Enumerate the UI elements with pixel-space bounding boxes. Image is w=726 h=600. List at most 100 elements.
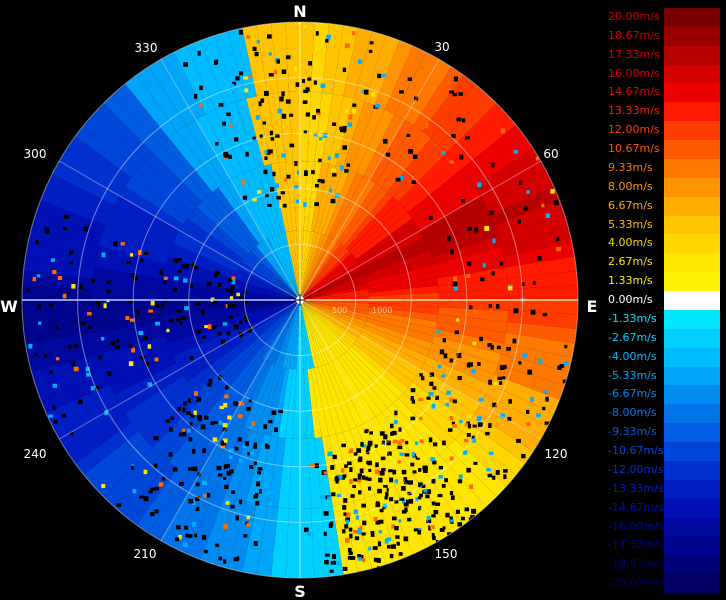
legend-entry: 0.00m/s (604, 291, 720, 310)
legend-entry-swatch (664, 423, 720, 443)
legend-entry-label: -1.33m/s (608, 311, 657, 325)
legend-entry: 6.67m/s (604, 196, 720, 216)
legend-entry-swatch (664, 253, 720, 273)
legend-entry: -4.00m/s (604, 347, 720, 367)
legend-entry-label: -9.33m/s (608, 425, 657, 439)
legend-entry-label: -10.67m/s (608, 444, 664, 458)
legend-entry-label: -12.00m/s (608, 462, 664, 476)
legend-entry-swatch (664, 26, 720, 46)
legend-entry: -5.33m/s (604, 366, 720, 386)
legend-entry-swatch (664, 45, 720, 65)
legend-entry: 8.00m/s (604, 177, 720, 197)
compass-south-label: S (294, 582, 306, 600)
legend-entry: 12.00m/s (604, 121, 720, 141)
compass-west-label: W (0, 297, 18, 316)
legend-entry-swatch (664, 83, 720, 103)
velocity-color-legend: 20.00m/s 18.67m/s 17.33m/s 16.00m/s 14.67m/s… (604, 8, 720, 593)
legend-entry: -10.67m/s (604, 442, 720, 461)
legend-entry: 13.33m/s (604, 102, 720, 122)
legend-entry-swatch (664, 102, 720, 122)
legend-entry: 14.67m/s (604, 83, 720, 103)
legend-entry: -6.67m/s (604, 385, 720, 405)
legend-entry-label: 8.00m/s (608, 179, 653, 193)
legend-entry: 10.67m/s (604, 140, 720, 159)
legend-entry-label: 4.00m/s (608, 236, 653, 250)
bearing-label-150: 150 (435, 547, 458, 561)
legend-entry-swatch (664, 272, 720, 292)
legend-entry-label: 13.33m/s (608, 104, 660, 118)
legend-entry: 2.67m/s (604, 253, 720, 273)
bearing-label-330: 330 (135, 41, 158, 55)
legend-entry: 5.33m/s (604, 215, 720, 235)
legend-entry-swatch (664, 8, 720, 27)
range-label-1000: 1000 (372, 306, 392, 315)
legend-entry-swatch (664, 328, 720, 348)
compass-east-label: E (587, 297, 598, 316)
legend-entry-label: 6.67m/s (608, 198, 653, 212)
legend-entry-label: 12.00m/s (608, 123, 660, 137)
radar-ppi-display: 500 1000 N S E W 30 60 120 150 210 240 3… (0, 2, 597, 600)
bearing-label-60: 60 (543, 147, 558, 161)
legend-entry-label: 14.67m/s (608, 85, 660, 99)
legend-entry: -20.00m/s (604, 574, 720, 593)
legend-entry-swatch (664, 442, 720, 461)
legend-entry-swatch (664, 517, 720, 537)
bearing-labels: 30 60 120 150 210 240 300 330 (24, 40, 568, 561)
legend-entry-label: 17.33m/s (608, 47, 660, 61)
legend-entry-label: -2.67m/s (608, 330, 657, 344)
legend-entry-swatch (664, 309, 720, 329)
legend-entry: 16.00m/s (604, 64, 720, 84)
legend-entry-label: -17.33m/s (608, 538, 664, 552)
range-label-500: 500 (332, 306, 347, 315)
legend-entry-label: -18.67m/s (608, 557, 664, 571)
legend-entry-label: -16.00m/s (608, 519, 664, 533)
legend-entry: -9.33m/s (604, 423, 720, 443)
legend-entry-label: 1.33m/s (608, 274, 653, 288)
bearing-label-30: 30 (434, 40, 449, 54)
legend-entry-swatch (664, 215, 720, 235)
bearing-spokes (58, 58, 542, 542)
legend-entry-swatch (664, 574, 720, 593)
range-ring-labels: 500 1000 (332, 306, 392, 315)
legend-entry-swatch (664, 64, 720, 84)
legend-entry-swatch (664, 555, 720, 575)
legend-entry: 18.67m/s (604, 26, 720, 46)
legend-entry: 20.00m/s (604, 8, 720, 27)
legend-entry: 4.00m/s (604, 234, 720, 254)
legend-entry-swatch (664, 196, 720, 216)
legend-entry: -8.00m/s (604, 404, 720, 424)
compass-labels: N S E W (0, 2, 597, 600)
legend-entry-swatch (664, 366, 720, 386)
legend-entry: -12.00m/s (604, 460, 720, 480)
radar-center (294, 294, 306, 306)
axis-lines (22, 22, 578, 578)
compass-north-label: N (293, 2, 306, 21)
legend-entry-label: -6.67m/s (608, 387, 657, 401)
legend-entry-label: -8.00m/s (608, 406, 657, 420)
legend-entry-swatch (664, 347, 720, 367)
legend-entry-label: 5.33m/s (608, 217, 653, 231)
legend-entry: -18.67m/s (604, 555, 720, 575)
legend-entry-swatch (664, 385, 720, 405)
legend-entry-label: 10.67m/s (608, 142, 660, 156)
bearing-label-210: 210 (134, 547, 157, 561)
legend-entry-swatch (664, 479, 720, 499)
legend-entry-label: 2.67m/s (608, 255, 653, 269)
legend-entry: -2.67m/s (604, 328, 720, 348)
bearing-label-240: 240 (24, 447, 47, 461)
legend-entry-label: 18.67m/s (608, 28, 660, 42)
legend-entry: -14.67m/s (604, 498, 720, 518)
legend-entry-swatch (664, 291, 720, 310)
legend-entry: -1.33m/s (604, 309, 720, 329)
legend-entry: 17.33m/s (604, 45, 720, 65)
legend-entry: 1.33m/s (604, 272, 720, 292)
legend-entry-swatch (664, 404, 720, 424)
legend-entry-swatch (664, 460, 720, 480)
legend-entry-label: 0.00m/s (608, 293, 653, 307)
legend-entry-label: -5.33m/s (608, 368, 657, 382)
legend-entry-label: 16.00m/s (608, 66, 660, 80)
legend-entry-label: -14.67m/s (608, 500, 664, 514)
legend-entry-swatch (664, 234, 720, 254)
legend-entry-label: -20.00m/s (608, 576, 664, 590)
legend-entry-swatch (664, 498, 720, 518)
